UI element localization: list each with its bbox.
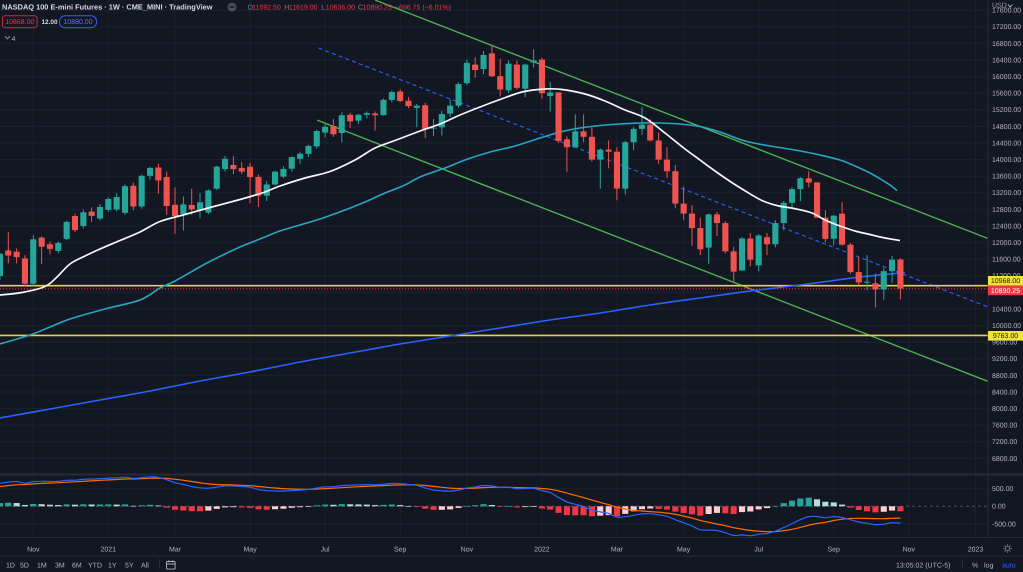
- svg-text:8400.00: 8400.00: [992, 389, 1017, 396]
- svg-text:Mar: Mar: [169, 547, 182, 554]
- svg-text:Mar: Mar: [611, 547, 624, 554]
- svg-text:10890.25: 10890.25: [991, 288, 1020, 295]
- svg-text:13600.00: 13600.00: [992, 174, 1021, 181]
- svg-text:log: log: [984, 562, 993, 570]
- svg-text:8000.00: 8000.00: [992, 406, 1017, 413]
- svg-text:All: All: [141, 562, 149, 570]
- svg-text:13:05:02 (UTC-5): 13:05:02 (UTC-5): [896, 562, 950, 570]
- svg-text:1D: 1D: [6, 563, 15, 570]
- svg-text:15200.00: 15200.00: [992, 107, 1021, 114]
- svg-text:2021: 2021: [101, 547, 117, 554]
- svg-text:2023: 2023: [968, 547, 984, 554]
- svg-text:H: H: [284, 5, 289, 12]
- svg-text:12400.00: 12400.00: [992, 223, 1021, 230]
- svg-text:14000.00: 14000.00: [992, 157, 1021, 164]
- svg-text:Nov: Nov: [903, 547, 916, 554]
- svg-text:May: May: [243, 547, 257, 554]
- svg-text:14800.00: 14800.00: [992, 124, 1021, 131]
- svg-text:Sep: Sep: [394, 547, 407, 554]
- svg-text:10636.00: 10636.00: [326, 5, 355, 12]
- svg-text:L: L: [321, 5, 325, 12]
- svg-text:10868.00: 10868.00: [5, 19, 34, 26]
- svg-text:13200.00: 13200.00: [992, 190, 1021, 197]
- svg-text:12800.00: 12800.00: [992, 207, 1021, 214]
- svg-text:7600.00: 7600.00: [992, 423, 1017, 430]
- svg-text:7200.00: 7200.00: [992, 439, 1017, 446]
- svg-text:2022: 2022: [534, 547, 550, 554]
- svg-text:O: O: [248, 5, 254, 12]
- svg-text:16400.00: 16400.00: [992, 57, 1021, 64]
- svg-text:17200.00: 17200.00: [992, 24, 1021, 31]
- svg-text:Jul: Jul: [321, 546, 330, 554]
- svg-text:5D: 5D: [20, 563, 29, 570]
- svg-text:Sep: Sep: [827, 547, 840, 554]
- svg-text:10890.25: 10890.25: [363, 5, 392, 12]
- svg-text:USD: USD: [992, 3, 1007, 10]
- svg-text:12000.00: 12000.00: [992, 240, 1021, 247]
- svg-text:−696.75 (−6.01%): −696.75 (−6.01%): [395, 4, 451, 12]
- svg-text:3M: 3M: [55, 563, 65, 570]
- svg-text:14400.00: 14400.00: [992, 140, 1021, 147]
- svg-text:15600.00: 15600.00: [992, 91, 1021, 98]
- svg-text:auto: auto: [1002, 563, 1016, 570]
- svg-text:9200.00: 9200.00: [992, 356, 1017, 363]
- svg-text:11600.00: 11600.00: [992, 257, 1021, 264]
- svg-text:-500.00: -500.00: [992, 521, 1016, 528]
- svg-text:6M: 6M: [72, 563, 82, 570]
- svg-text:16800.00: 16800.00: [992, 41, 1021, 48]
- svg-text:C: C: [358, 5, 363, 12]
- svg-text:May: May: [677, 547, 691, 554]
- svg-text:6800.00: 6800.00: [992, 456, 1017, 463]
- svg-text:10400.00: 10400.00: [992, 306, 1021, 313]
- svg-text:11592.50: 11592.50: [252, 5, 281, 12]
- svg-text:9600.00: 9600.00: [992, 340, 1017, 347]
- svg-text:0.00: 0.00: [992, 504, 1006, 511]
- svg-text:YTD: YTD: [88, 563, 102, 570]
- svg-text:10880.00: 10880.00: [63, 19, 92, 26]
- svg-text:8800.00: 8800.00: [992, 373, 1017, 380]
- svg-text:Nov: Nov: [461, 547, 474, 554]
- svg-text:12.00: 12.00: [42, 19, 58, 26]
- svg-text:11619.00: 11619.00: [289, 5, 318, 12]
- svg-text:500.00: 500.00: [992, 486, 1014, 493]
- svg-text:10968.00: 10968.00: [991, 278, 1020, 285]
- svg-text:1M: 1M: [37, 563, 47, 570]
- svg-text:Nov: Nov: [27, 547, 40, 554]
- svg-text:16000.00: 16000.00: [992, 74, 1021, 81]
- svg-text:NASDAQ 100 E-mini Futures · 1W: NASDAQ 100 E-mini Futures · 1W · CME_MIN…: [2, 3, 213, 12]
- svg-text:5Y: 5Y: [125, 563, 134, 570]
- svg-text:%: %: [972, 563, 978, 570]
- svg-text:9763.00: 9763.00: [993, 333, 1018, 340]
- svg-text:10000.00: 10000.00: [992, 323, 1021, 330]
- svg-text:17600.00: 17600.00: [992, 8, 1021, 15]
- svg-text:1Y: 1Y: [108, 563, 117, 570]
- svg-text:4: 4: [12, 36, 16, 43]
- svg-text:Jul: Jul: [754, 546, 763, 554]
